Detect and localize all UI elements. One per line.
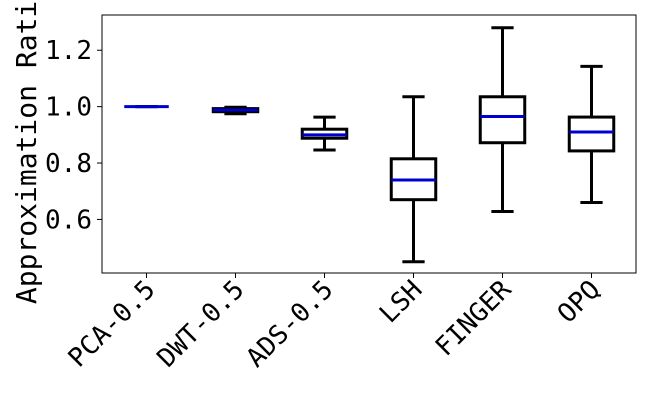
box-ads-0-5 [300,115,349,152]
plot-frame [101,14,637,274]
x-tick-label: PCA-0.5 [63,275,162,374]
iqr-box [567,115,616,153]
box-opq [567,64,616,205]
y-tick-label: 1.2 [45,36,92,66]
y-axis-label: Approximation Ratio [10,0,43,304]
x-tick-label: LSH [374,275,428,329]
x-tick-label: FINGER [430,274,518,362]
x-tick-label: ADS-0.5 [241,275,340,374]
iqr-box [478,95,527,145]
y-tick-label: 0.6 [45,205,92,235]
x-tick-label: DWT-0.5 [152,275,251,374]
y-axis: 0.6 0.8 1.0 1.2 [45,36,102,235]
box-finger [478,26,527,214]
box-dwt-0-5 [211,105,260,116]
x-tick-label: OPQ [552,275,606,329]
y-tick-label: 1.0 [45,93,92,123]
y-tick-label: 0.8 [45,149,92,179]
boxes-group [124,26,616,264]
box-lsh [389,95,438,264]
